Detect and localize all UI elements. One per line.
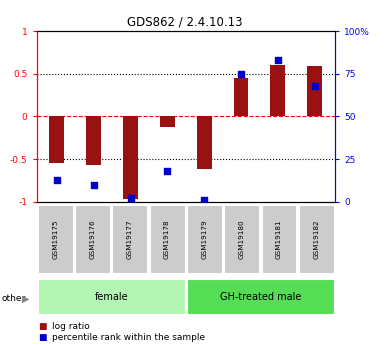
Text: ■: ■ [38, 322, 47, 331]
Text: percentile rank within the sample: percentile rank within the sample [52, 333, 205, 342]
Bar [86, 117, 101, 165]
Point [54, 177, 60, 183]
Text: GSM19178: GSM19178 [164, 219, 170, 259]
Text: female: female [94, 292, 128, 302]
Point [311, 83, 318, 88]
Bar [160, 117, 175, 127]
Bar [123, 117, 138, 199]
Text: GSM19176: GSM19176 [90, 219, 95, 259]
Text: GSM19179: GSM19179 [201, 219, 208, 259]
Text: GH-treated male: GH-treated male [220, 292, 301, 302]
Point [90, 182, 97, 188]
Text: log ratio: log ratio [52, 322, 90, 331]
Text: GDS862 / 2.4.10.13: GDS862 / 2.4.10.13 [127, 16, 243, 29]
Point [164, 168, 171, 174]
Point [201, 197, 207, 203]
Text: other: other [2, 294, 26, 303]
Text: GSM19180: GSM19180 [239, 219, 245, 259]
Point [275, 57, 281, 63]
Point [238, 71, 244, 77]
Text: GSM19177: GSM19177 [127, 219, 133, 259]
Text: ■: ■ [38, 333, 47, 342]
Bar [49, 117, 64, 164]
Bar [234, 78, 248, 117]
Bar [197, 117, 211, 169]
Point [127, 196, 134, 201]
Text: GSM19175: GSM19175 [52, 219, 58, 259]
Text: GSM19181: GSM19181 [276, 219, 282, 259]
Text: ▶: ▶ [22, 294, 30, 303]
Bar [307, 66, 322, 117]
Text: GSM19182: GSM19182 [313, 219, 319, 259]
Bar [271, 65, 285, 117]
